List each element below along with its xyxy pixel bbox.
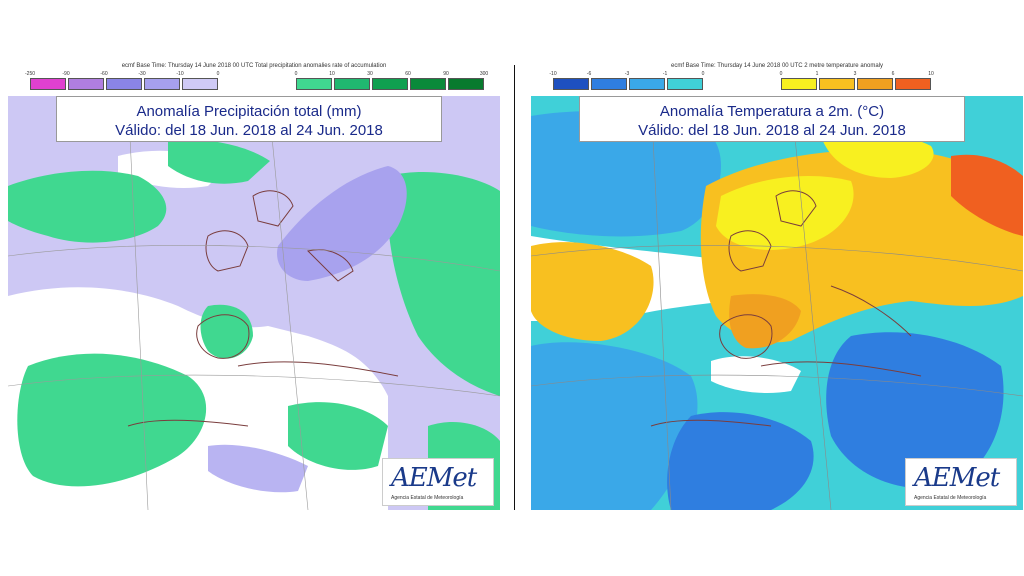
precipitation-header-text: ecmf Base Time: Thursday 14 June 2018 00… xyxy=(121,63,387,69)
aemet-logo: AEMet Agencia Estatal de Meteorología xyxy=(382,458,494,506)
scale-tick-label: -6 xyxy=(586,71,592,77)
precipitation-header: ecmf Base Time: Thursday 14 June 2018 00… xyxy=(8,62,500,96)
scale-swatch xyxy=(553,78,589,90)
scale-swatch xyxy=(68,78,104,90)
aemet-logo-subtitle: Agencia Estatal de Meteorología xyxy=(391,495,464,501)
scale-swatch xyxy=(182,78,218,90)
scale-tick-label: 0 xyxy=(701,71,705,77)
scale-tick-label: 60 xyxy=(405,71,411,77)
temperature-scale-ticks: -10 -6 -3 -1 0 0 1 3 6 10 xyxy=(549,71,1003,79)
scale-tick-label: -250 xyxy=(24,71,36,77)
temperature-map: Anomalía Temperatura a 2m. (°C) Válido: … xyxy=(531,96,1023,510)
scale-tick-label: -60 xyxy=(100,71,108,77)
precipitation-title-line1: Anomalía Precipitación total (mm) xyxy=(136,103,362,120)
scale-tick-label: -10 xyxy=(176,71,184,77)
scale-tick-label: 10 xyxy=(928,71,934,77)
precipitation-title-line2: Válido: del 18 Jun. 2018 al 24 Jun. 2018 xyxy=(115,122,383,139)
scale-tick-label: 1 xyxy=(815,71,819,77)
scale-swatch xyxy=(781,78,817,90)
scale-tick-label: -3 xyxy=(624,71,630,77)
scale-swatch xyxy=(857,78,893,90)
precipitation-map: Anomalía Precipitación total (mm) Válido… xyxy=(8,96,500,510)
aemet-logo-text: AEMet xyxy=(391,463,477,493)
scale-swatch xyxy=(30,78,66,90)
scale-swatch xyxy=(819,78,855,90)
panel-divider xyxy=(514,65,515,510)
precipitation-panel: ecmf Base Time: Thursday 14 June 2018 00… xyxy=(8,62,500,510)
temperature-color-scale xyxy=(553,78,933,90)
scale-tick-label: 3 xyxy=(853,71,857,77)
scale-swatch xyxy=(591,78,627,90)
scale-tick-label: 6 xyxy=(891,71,895,77)
scale-swatch xyxy=(334,78,370,90)
scale-tick-label: 300 xyxy=(479,71,489,77)
aemet-logo-text: AEMet xyxy=(914,463,1000,493)
precipitation-color-scale xyxy=(30,78,486,90)
precipitation-map-graphic xyxy=(8,96,500,510)
scale-swatch xyxy=(410,78,446,90)
temperature-panel: ecmf Base Time: Thursday 14 June 2018 00… xyxy=(531,62,1023,510)
scale-swatch xyxy=(448,78,484,90)
aemet-logo: AEMet Agencia Estatal de Meteorología xyxy=(905,458,1017,506)
temperature-map-graphic xyxy=(531,96,1023,510)
scale-swatch xyxy=(144,78,180,90)
temperature-header: ecmf Base Time: Thursday 14 June 2018 00… xyxy=(531,62,1023,96)
scale-tick-label: 0 xyxy=(779,71,783,77)
scale-tick-label: -1 xyxy=(662,71,668,77)
scale-tick-label: -10 xyxy=(549,71,557,77)
scale-tick-label: 0 xyxy=(294,71,298,77)
scale-swatch xyxy=(629,78,665,90)
scale-swatch xyxy=(895,78,931,90)
scale-tick-label: 30 xyxy=(367,71,373,77)
scale-tick-label: -90 xyxy=(62,71,70,77)
precipitation-title: Anomalía Precipitación total (mm) Válido… xyxy=(56,96,442,142)
temperature-title: Anomalía Temperatura a 2m. (°C) Válido: … xyxy=(579,96,965,142)
temperature-header-text: ecmf Base Time: Thursday 14 June 2018 00… xyxy=(671,63,883,69)
scale-swatch xyxy=(106,78,142,90)
scale-tick-label: -30 xyxy=(138,71,146,77)
temperature-title-line2: Válido: del 18 Jun. 2018 al 24 Jun. 2018 xyxy=(638,122,906,139)
scale-swatch xyxy=(372,78,408,90)
scale-tick-label: 0 xyxy=(216,71,220,77)
scale-tick-label: 90 xyxy=(443,71,449,77)
precipitation-scale-ticks: -250 -90 -60 -30 -10 0 0 10 30 60 90 300 xyxy=(25,71,488,79)
temperature-title-line1: Anomalía Temperatura a 2m. (°C) xyxy=(659,103,885,120)
scale-swatch xyxy=(667,78,703,90)
scale-swatch xyxy=(296,78,332,90)
scale-tick-label: 10 xyxy=(329,71,335,77)
aemet-logo-subtitle: Agencia Estatal de Meteorología xyxy=(914,495,987,501)
